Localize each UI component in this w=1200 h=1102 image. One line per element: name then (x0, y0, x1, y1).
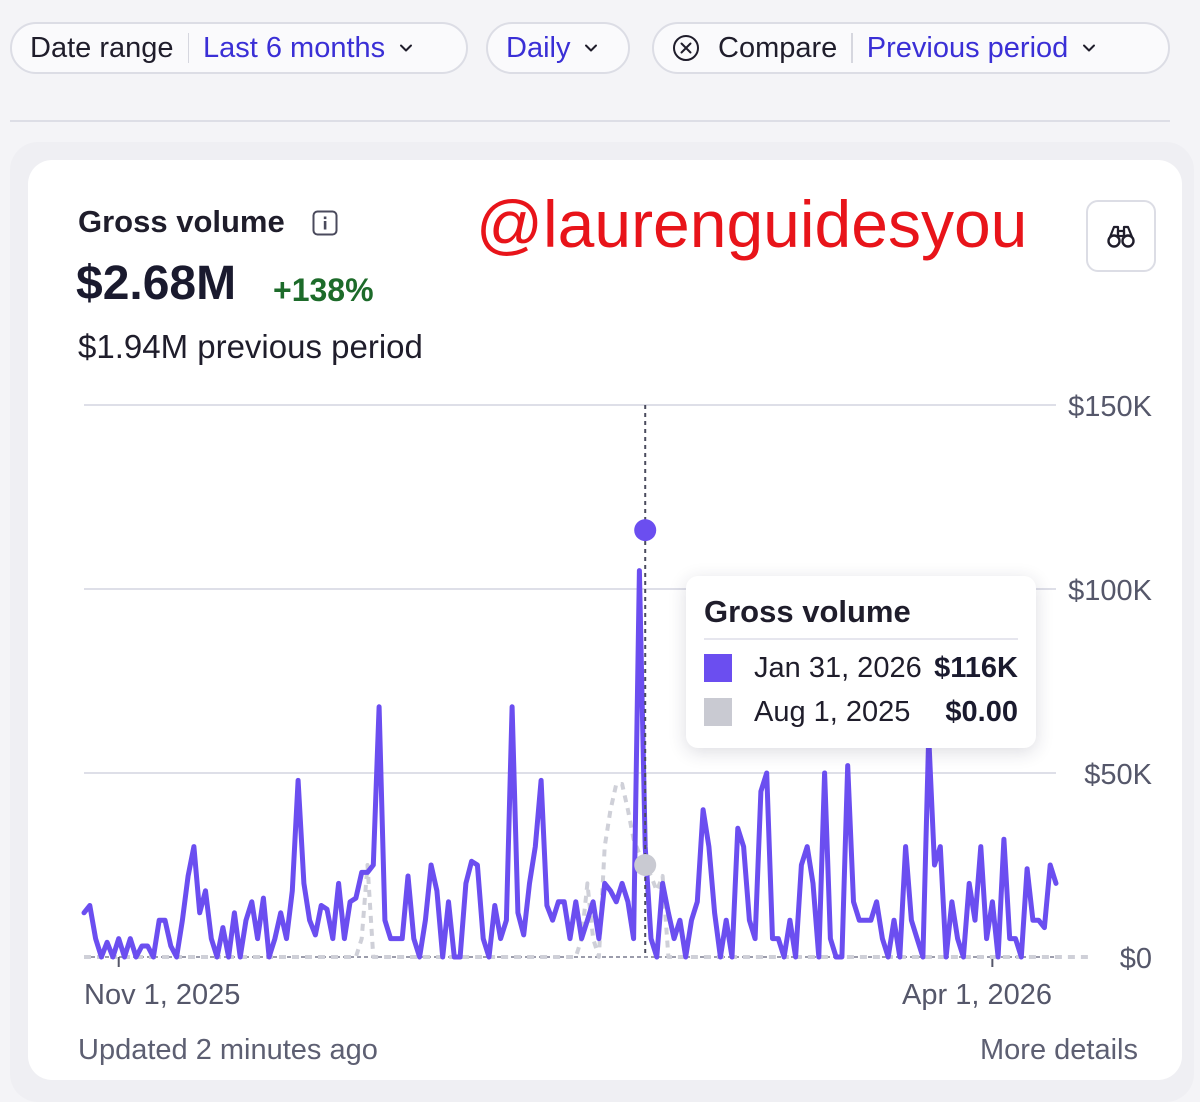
tooltip-date: Jan 31, 2026 (754, 652, 922, 684)
metric-change-badge: +138% (273, 272, 374, 308)
explore-button[interactable] (1086, 200, 1156, 272)
y-tick-label: $0 (1120, 943, 1152, 975)
binoculars-icon (1107, 225, 1135, 248)
tooltip-row-current: Jan 31, 2026 $116K (704, 652, 1018, 686)
interval-filter[interactable]: Daily (486, 22, 630, 74)
metric-title: Gross volume (78, 204, 285, 239)
y-tick-label: $150K (1068, 391, 1153, 423)
updated-timestamp: Updated 2 minutes ago (78, 1034, 378, 1066)
y-tick-label: $50K (1084, 759, 1152, 791)
metric-value: $2.68M (76, 257, 237, 310)
hover-point-current (634, 519, 657, 542)
previous-period-value: $1.94M previous period (78, 328, 423, 365)
pill-divider (851, 33, 853, 63)
tooltip-divider (704, 638, 1018, 640)
compare-label: Compare (718, 31, 838, 64)
x-tick-label: Apr 1, 2026 (902, 979, 1052, 1011)
series-line-previous-period (84, 782, 1091, 959)
chart-tooltip: Gross volume Jan 31, 2026 $116K Aug 1, 2… (686, 576, 1036, 748)
pill-divider (187, 33, 189, 63)
hover-point-previous (634, 854, 657, 876)
x-tick-label: Nov 1, 2025 (84, 979, 240, 1011)
filter-bar: Date range Last 6 months Daily Compare P… (0, 0, 1200, 100)
date-range-value: Last 6 months (203, 31, 386, 64)
tooltip-value: $0.00 (945, 696, 1018, 728)
watermark-text: @laurenguidesyou (476, 187, 1028, 261)
tooltip-value: $116K (934, 652, 1018, 684)
clear-compare-icon[interactable] (672, 34, 700, 62)
tooltip-title: Gross volume (704, 594, 911, 629)
chevron-down-icon (585, 44, 598, 52)
info-icon[interactable] (312, 210, 338, 236)
series-line-current-period (81, 568, 1059, 960)
date-range-label: Date range (30, 31, 174, 64)
section-divider (10, 120, 1170, 122)
y-tick-label: $100K (1068, 575, 1153, 607)
current-series-swatch (704, 654, 732, 682)
interval-value: Daily (506, 31, 571, 64)
more-details-link[interactable]: More details (980, 1034, 1138, 1066)
tooltip-row-previous: Aug 1, 2025 $0.00 (704, 696, 1018, 730)
tooltip-date: Aug 1, 2025 (754, 696, 911, 728)
chevron-down-icon (1083, 44, 1096, 52)
date-range-filter[interactable]: Date range Last 6 months (10, 22, 468, 74)
compare-value: Previous period (866, 31, 1069, 64)
compare-filter[interactable]: Compare Previous period (652, 22, 1170, 74)
previous-series-swatch (704, 698, 732, 726)
gross-volume-chart: $0 $50K $100K $150K Nov 1, 2025 Apr 1, 2026 (81, 391, 1153, 1011)
chevron-down-icon (400, 44, 413, 52)
